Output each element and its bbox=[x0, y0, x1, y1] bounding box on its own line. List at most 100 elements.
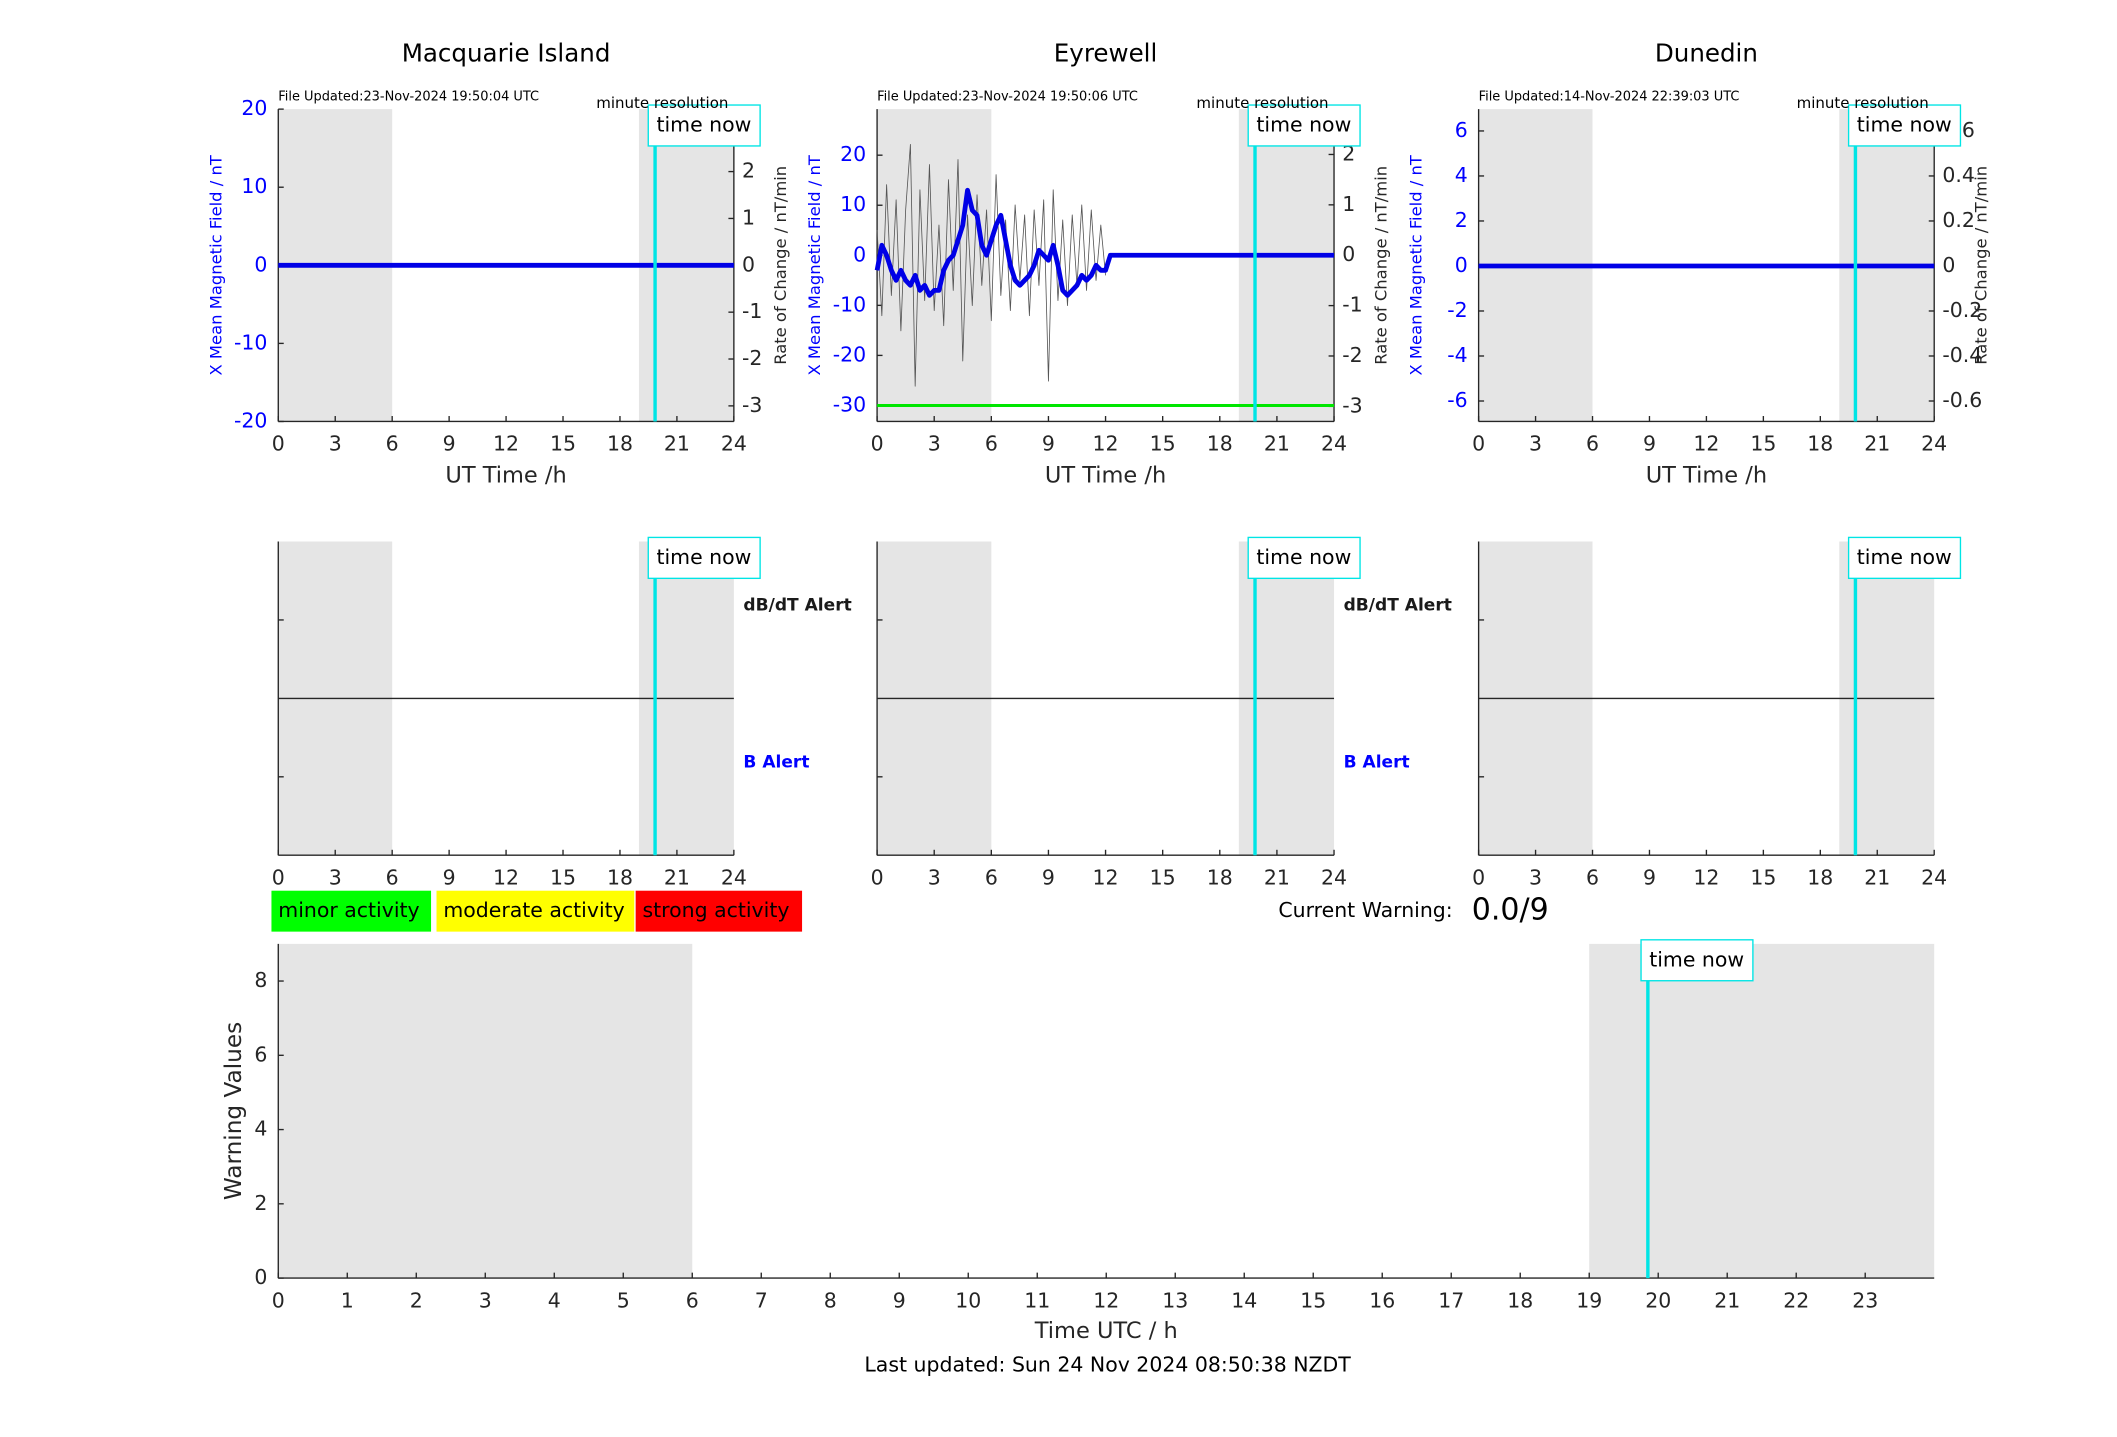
x-tick-label: 18 bbox=[1207, 865, 1233, 889]
x-tick-label: 9 bbox=[1042, 865, 1055, 889]
x-tick-label: 12 bbox=[1093, 432, 1119, 456]
x-tick-label: 17 bbox=[1438, 1288, 1464, 1312]
y2-axis-label: Rate of Change / nT/min bbox=[1371, 166, 1390, 365]
footer: Last updated: Sun 24 Nov 2024 08:50:38 N… bbox=[864, 1352, 1351, 1376]
y2-tick-label: 2 bbox=[1342, 141, 1355, 165]
y-axis-label: X Mean Magnetic Field / nT bbox=[1407, 154, 1426, 375]
resolution: minute resolution bbox=[596, 94, 728, 112]
series-line bbox=[876, 143, 1106, 387]
x-tick-label: 21 bbox=[1714, 1288, 1740, 1312]
x-axis-label: UT Time /h bbox=[1646, 463, 1767, 489]
now-box bbox=[1640, 939, 1754, 982]
y-tick-label: 4 bbox=[254, 1117, 267, 1141]
x-axis-label: Time UTC / h bbox=[1034, 1318, 1178, 1344]
x-tick-label: 15 bbox=[1150, 865, 1176, 889]
x-tick-label: 24 bbox=[721, 432, 747, 456]
y-tick-label: -30 bbox=[833, 392, 866, 416]
x-tick-label: 18 bbox=[1507, 1288, 1533, 1312]
x-tick-label: 9 bbox=[443, 432, 456, 456]
x-tick-label: 0 bbox=[272, 432, 285, 456]
x-tick-label: 24 bbox=[721, 865, 747, 889]
level-swatch bbox=[436, 890, 635, 932]
y2-tick-label: 1 bbox=[742, 205, 755, 229]
x-tick-label: 12 bbox=[1093, 865, 1119, 889]
y-axis-label: X Mean Magnetic Field / nT bbox=[805, 154, 824, 375]
now-box bbox=[1847, 536, 1962, 580]
x-tick-label: 3 bbox=[479, 1288, 492, 1312]
x-tick-label: 4 bbox=[548, 1288, 561, 1312]
x-tick-label: 18 bbox=[607, 865, 633, 889]
now-box bbox=[647, 104, 761, 147]
now-label: time now bbox=[656, 112, 751, 136]
y-tick-label: -20 bbox=[833, 342, 866, 366]
y-tick-label: 6 bbox=[254, 1042, 267, 1066]
x-tick-label: 18 bbox=[1807, 432, 1833, 456]
y2-tick-label: 1 bbox=[1342, 192, 1355, 216]
alert-label: dB/dT Alert bbox=[1344, 596, 1452, 616]
x-tick-label: 0 bbox=[272, 1288, 285, 1312]
y2-tick-label: -0.6 bbox=[1942, 388, 1982, 412]
x-tick-label: 15 bbox=[550, 432, 576, 456]
x-tick-label: 2 bbox=[410, 1288, 423, 1312]
x-tick-label: 0 bbox=[1472, 432, 1485, 456]
y2-tick-label: 0.4 bbox=[1942, 163, 1975, 187]
y-tick-label: 0 bbox=[254, 252, 267, 276]
alert-label: dB/dT Alert bbox=[743, 596, 851, 616]
x-tick-label: 3 bbox=[1529, 432, 1542, 456]
current-warning-label: Current Warning: bbox=[1278, 898, 1452, 922]
x-axis-label: UT Time /h bbox=[445, 463, 566, 489]
x-tick-label: 0 bbox=[1472, 865, 1485, 889]
x-tick-label: 0 bbox=[272, 865, 285, 889]
x-tick-label: 21 bbox=[1864, 432, 1890, 456]
y2-axis-label: Rate of Change / nT/min bbox=[771, 166, 790, 365]
y-tick-label: 0 bbox=[853, 242, 866, 266]
y2-tick-label: -1 bbox=[1342, 293, 1362, 317]
x-tick-label: 15 bbox=[1750, 865, 1776, 889]
x-tick-label: 3 bbox=[329, 865, 342, 889]
shaded-region bbox=[877, 109, 992, 422]
y2-tick-label: -3 bbox=[742, 393, 762, 417]
x-tick-label: 23 bbox=[1852, 1288, 1878, 1312]
shaded-region bbox=[1238, 109, 1335, 422]
x-tick-label: 6 bbox=[386, 865, 399, 889]
x-tick-label: 9 bbox=[1643, 432, 1656, 456]
alert-label: B Alert bbox=[1344, 752, 1410, 772]
y-tick-label: 6 bbox=[1455, 118, 1468, 142]
x-tick-label: 24 bbox=[1321, 865, 1347, 889]
y-tick-label: -10 bbox=[833, 292, 866, 316]
x-tick-label: 1 bbox=[341, 1288, 354, 1312]
x-tick-label: 3 bbox=[1529, 865, 1542, 889]
x-tick-label: 21 bbox=[1264, 432, 1290, 456]
level-swatch bbox=[271, 890, 432, 932]
y-tick-label: 8 bbox=[254, 968, 267, 992]
x-tick-label: 21 bbox=[1864, 865, 1890, 889]
y2-tick-label: -3 bbox=[1342, 393, 1362, 417]
file-updated: File Updated:14-Nov-2024 22:39:03 UTC bbox=[1479, 89, 1740, 104]
y2-tick-label: -2 bbox=[742, 346, 762, 370]
file-updated: File Updated:23-Nov-2024 19:50:06 UTC bbox=[877, 89, 1138, 104]
y2-axis-label: Rate of Change / nT/min bbox=[1971, 166, 1990, 365]
x-tick-label: 0 bbox=[871, 432, 884, 456]
x-tick-label: 9 bbox=[1643, 865, 1656, 889]
y-tick-label: 4 bbox=[1455, 163, 1468, 187]
now-box bbox=[1847, 104, 1962, 147]
x-tick-label: 6 bbox=[386, 432, 399, 456]
y-tick-label: 10 bbox=[840, 192, 866, 216]
x-tick-label: 15 bbox=[1750, 432, 1776, 456]
shaded-region bbox=[278, 943, 693, 1279]
y-tick-label: -2 bbox=[1447, 298, 1467, 322]
y2-tick-label: -1 bbox=[742, 299, 762, 323]
level-label: moderate activity bbox=[443, 898, 624, 922]
x-tick-label: 19 bbox=[1576, 1288, 1602, 1312]
y-tick-label: 20 bbox=[241, 96, 267, 120]
y-axis-label: X Mean Magnetic Field / nT bbox=[206, 154, 225, 375]
y2-tick-label: 0 bbox=[742, 252, 755, 276]
y-tick-label: 20 bbox=[840, 142, 866, 166]
x-tick-label: 21 bbox=[664, 865, 690, 889]
y2-tick-label: 0 bbox=[1942, 253, 1955, 277]
x-tick-label: 6 bbox=[985, 432, 998, 456]
x-tick-label: 13 bbox=[1162, 1288, 1188, 1312]
resolution: minute resolution bbox=[1196, 94, 1328, 112]
x-tick-label: 20 bbox=[1645, 1288, 1671, 1312]
y2-tick-label: -0.4 bbox=[1942, 343, 1982, 367]
